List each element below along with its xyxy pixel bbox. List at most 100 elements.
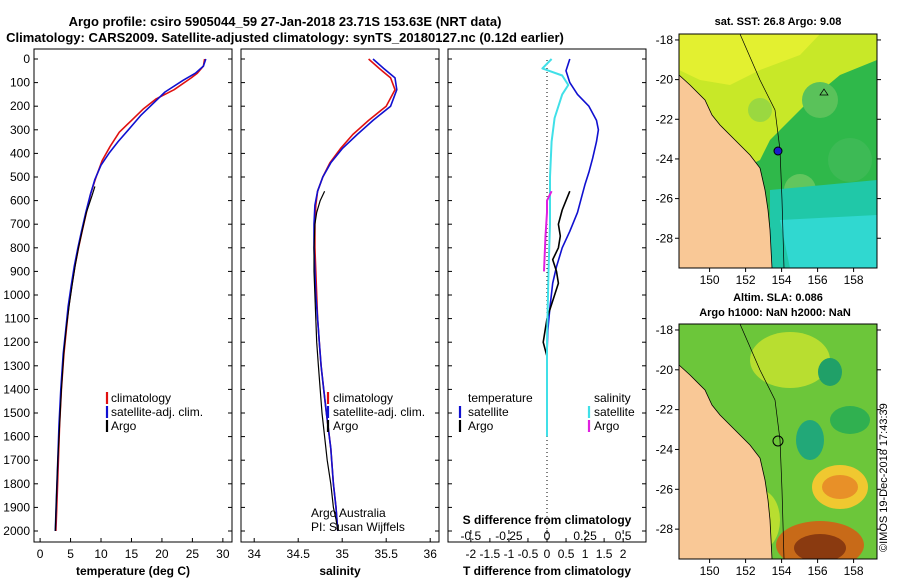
x-tick-label: -0.5 (461, 529, 482, 543)
sla-argo-position-marker (772, 435, 784, 447)
map-lat-label: -22 (656, 403, 674, 417)
difference-legend: temperature satellite Argo salinity sate… (458, 391, 635, 433)
legend-label-temperature-argo: Argo (468, 419, 494, 433)
pressure-tick-label: 900 (10, 264, 30, 278)
x-tick-label: 34.5 (287, 547, 311, 561)
temperature-difference-satellite-line (546, 58, 600, 355)
map-lat-label: -18 (656, 33, 674, 47)
sst-map (679, 34, 877, 268)
map-lon-label: 158 (844, 564, 864, 578)
copyright-timestamp: ©IMOS 19-Dec-2018 17:43:39 (878, 403, 890, 552)
legend-label-climatology: climatology (111, 391, 171, 405)
pressure-tick-label: 600 (10, 194, 30, 208)
temperature-difference-x-axis: -2 -1.5 -1 -0.5 0 0.5 1 1.5 2 (466, 538, 627, 561)
map-lat-label: -28 (656, 522, 674, 536)
pressure-tick-label: 1900 (3, 500, 30, 514)
legend-label-salinity-satellite: satellite (594, 405, 635, 419)
salinity-argo-line (313, 190, 339, 532)
legend-head-salinity: salinity (594, 391, 631, 405)
map-lon-label: 154 (772, 273, 792, 287)
pressure-tick-label: 1000 (3, 288, 30, 302)
salinity-legend: climatology satellite-adj. clim. Argo (326, 391, 425, 433)
salinity-difference-satellite-line (541, 58, 570, 437)
sst-map-axes: -18 -20 -22 -24 -26 -28 150 152 154 156 158 (656, 33, 881, 287)
pressure-tick-label: 200 (10, 99, 30, 113)
temperature-x-axis: 0 5 10 15 20 25 30 (37, 538, 230, 561)
legend-label-satellite: satellite-adj. clim. (333, 405, 425, 419)
sst-warmest-region (679, 34, 820, 85)
pressure-tick-label: 1300 (3, 359, 30, 373)
map-lon-label: 156 (808, 564, 828, 578)
legend-label-argo: Argo (111, 419, 137, 433)
x-tick-label: -1.5 (480, 547, 501, 561)
pressure-tick-label: 700 (10, 217, 30, 231)
salinity-x-axis: 34 34.5 35 35.5 36 (248, 538, 438, 561)
temperature-legend: climatology satellite-adj. clim. Argo (105, 391, 203, 433)
x-tick-label: 10 (94, 547, 108, 561)
credit-argo-australia: Argo Australia (311, 506, 386, 520)
pressure-tick-label: 800 (10, 241, 30, 255)
credit-pi: PI: Susan Wijffels (311, 520, 405, 534)
figure-title-line2: Climatology: CARS2009. Satellite-adjuste… (6, 30, 564, 45)
map-lat-label: -20 (656, 73, 674, 87)
salinity-panel (240, 48, 440, 543)
pressure-tick-label: 300 (10, 123, 30, 137)
sla-map-land (679, 364, 773, 559)
x-tick-label: 0 (544, 529, 551, 543)
legend-head-temperature: temperature (468, 391, 533, 405)
salinity-satellite-line (313, 58, 398, 532)
map-lat-label: -24 (656, 152, 674, 166)
sla-anomaly-patch (822, 475, 858, 499)
map-lat-label: -18 (656, 323, 674, 337)
map-lon-label: 154 (772, 564, 792, 578)
x-tick-label: 15 (125, 547, 139, 561)
sst-map-land (679, 74, 773, 268)
map-lon-label: 150 (700, 564, 720, 578)
pressure-tick-label: 1500 (3, 406, 30, 420)
sst-patch (828, 138, 872, 182)
x-tick-label: 20 (155, 547, 169, 561)
salinity-difference-argo-line (543, 190, 553, 272)
pressure-tick-label: 0 (23, 52, 30, 66)
sst-map-title: sat. SST: 26.8 Argo: 9.08 (715, 16, 842, 28)
sst-patch (802, 82, 838, 118)
temperature-argo-line (54, 186, 96, 532)
map-lat-label: -26 (656, 482, 674, 496)
pressure-tick-label: 1800 (3, 477, 30, 491)
temperature-difference-axis-label: T difference from climatology (463, 564, 631, 578)
x-tick-label: 5 (67, 547, 74, 561)
map-lon-label: 150 (700, 273, 720, 287)
x-tick-label: 1.5 (596, 547, 613, 561)
sla-anomaly-patch (830, 406, 870, 434)
pressure-tick-label: 1700 (3, 453, 30, 467)
legend-label-satellite: satellite-adj. clim. (111, 405, 203, 419)
sst-reef-contour (819, 88, 829, 96)
x-tick-label: 34 (248, 547, 262, 561)
x-tick-label: 0.25 (573, 529, 597, 543)
x-tick-label: 36 (424, 547, 438, 561)
pressure-tick-label: 1400 (3, 382, 30, 396)
sla-depth-contour (739, 324, 785, 559)
pressure-tick-label: 500 (10, 170, 30, 184)
x-tick-label: 0.5 (558, 547, 575, 561)
sla-anomaly-patch (794, 534, 846, 559)
temperature-panel (33, 48, 233, 543)
x-tick-label: 25 (186, 547, 200, 561)
sla-map-title: Altim. SLA: 0.086 (733, 292, 823, 304)
map-lat-label: -24 (656, 442, 674, 456)
pressure-tick-label: 1600 (3, 430, 30, 444)
salinity-difference-axis-label: S difference from climatology (463, 513, 632, 527)
sst-argo-position-marker (773, 146, 783, 156)
sst-patch (748, 98, 772, 122)
temperature-axis-label: temperature (deg C) (76, 564, 190, 578)
legend-label-temperature-satellite: satellite (468, 405, 509, 419)
map-lat-label: -26 (656, 192, 674, 206)
x-tick-label: -0.5 (518, 547, 539, 561)
legend-label-climatology: climatology (333, 391, 393, 405)
sla-map-axes: -18 -20 -22 -24 -26 -28 150 152 154 156 158 (656, 323, 881, 578)
legend-label-salinity-argo: Argo (594, 419, 620, 433)
temperature-satellite-line (54, 58, 207, 532)
sla-anomaly-patch (796, 420, 824, 460)
x-tick-label: 2 (620, 547, 627, 561)
map-lon-label: 152 (736, 273, 756, 287)
